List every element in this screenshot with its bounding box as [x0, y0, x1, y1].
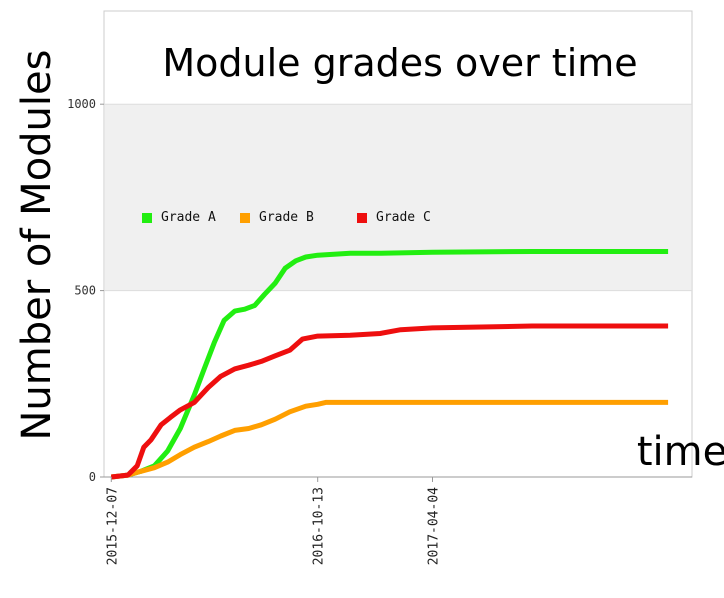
legend-swatch — [142, 213, 152, 223]
y-tick-label: 1000 — [67, 97, 96, 111]
x-tick-label: 2015-12-07 — [105, 487, 120, 565]
series-line-grade-a — [111, 249, 669, 480]
legend-label: Grade C — [376, 210, 431, 225]
legend-swatch — [240, 213, 250, 223]
legend-label: Grade B — [259, 210, 314, 225]
x-tick-label: 2017-04-04 — [427, 487, 442, 565]
y-axis-ticks: 0 500 1000 — [67, 97, 104, 484]
shaded-band — [105, 104, 691, 291]
series-line-grade-c — [111, 323, 669, 480]
chart-title: Module grades over time — [162, 41, 637, 85]
legend: Grade A Grade B Grade C — [142, 210, 431, 225]
legend-swatch — [357, 213, 367, 223]
y-axis-label: Number of Modules — [14, 50, 60, 441]
x-axis-ticks: 2015-12-07 2016-10-13 2017-04-04 — [105, 477, 442, 565]
series-layer — [111, 249, 669, 480]
y-tick-label: 500 — [74, 284, 96, 298]
gridlines — [104, 103, 692, 478]
series-line-grade-b — [111, 399, 669, 480]
y-tick-label: 0 — [89, 470, 96, 484]
legend-label: Grade A — [161, 210, 216, 225]
x-axis-label: time — [637, 429, 724, 475]
x-tick-label: 2016-10-13 — [312, 487, 327, 565]
